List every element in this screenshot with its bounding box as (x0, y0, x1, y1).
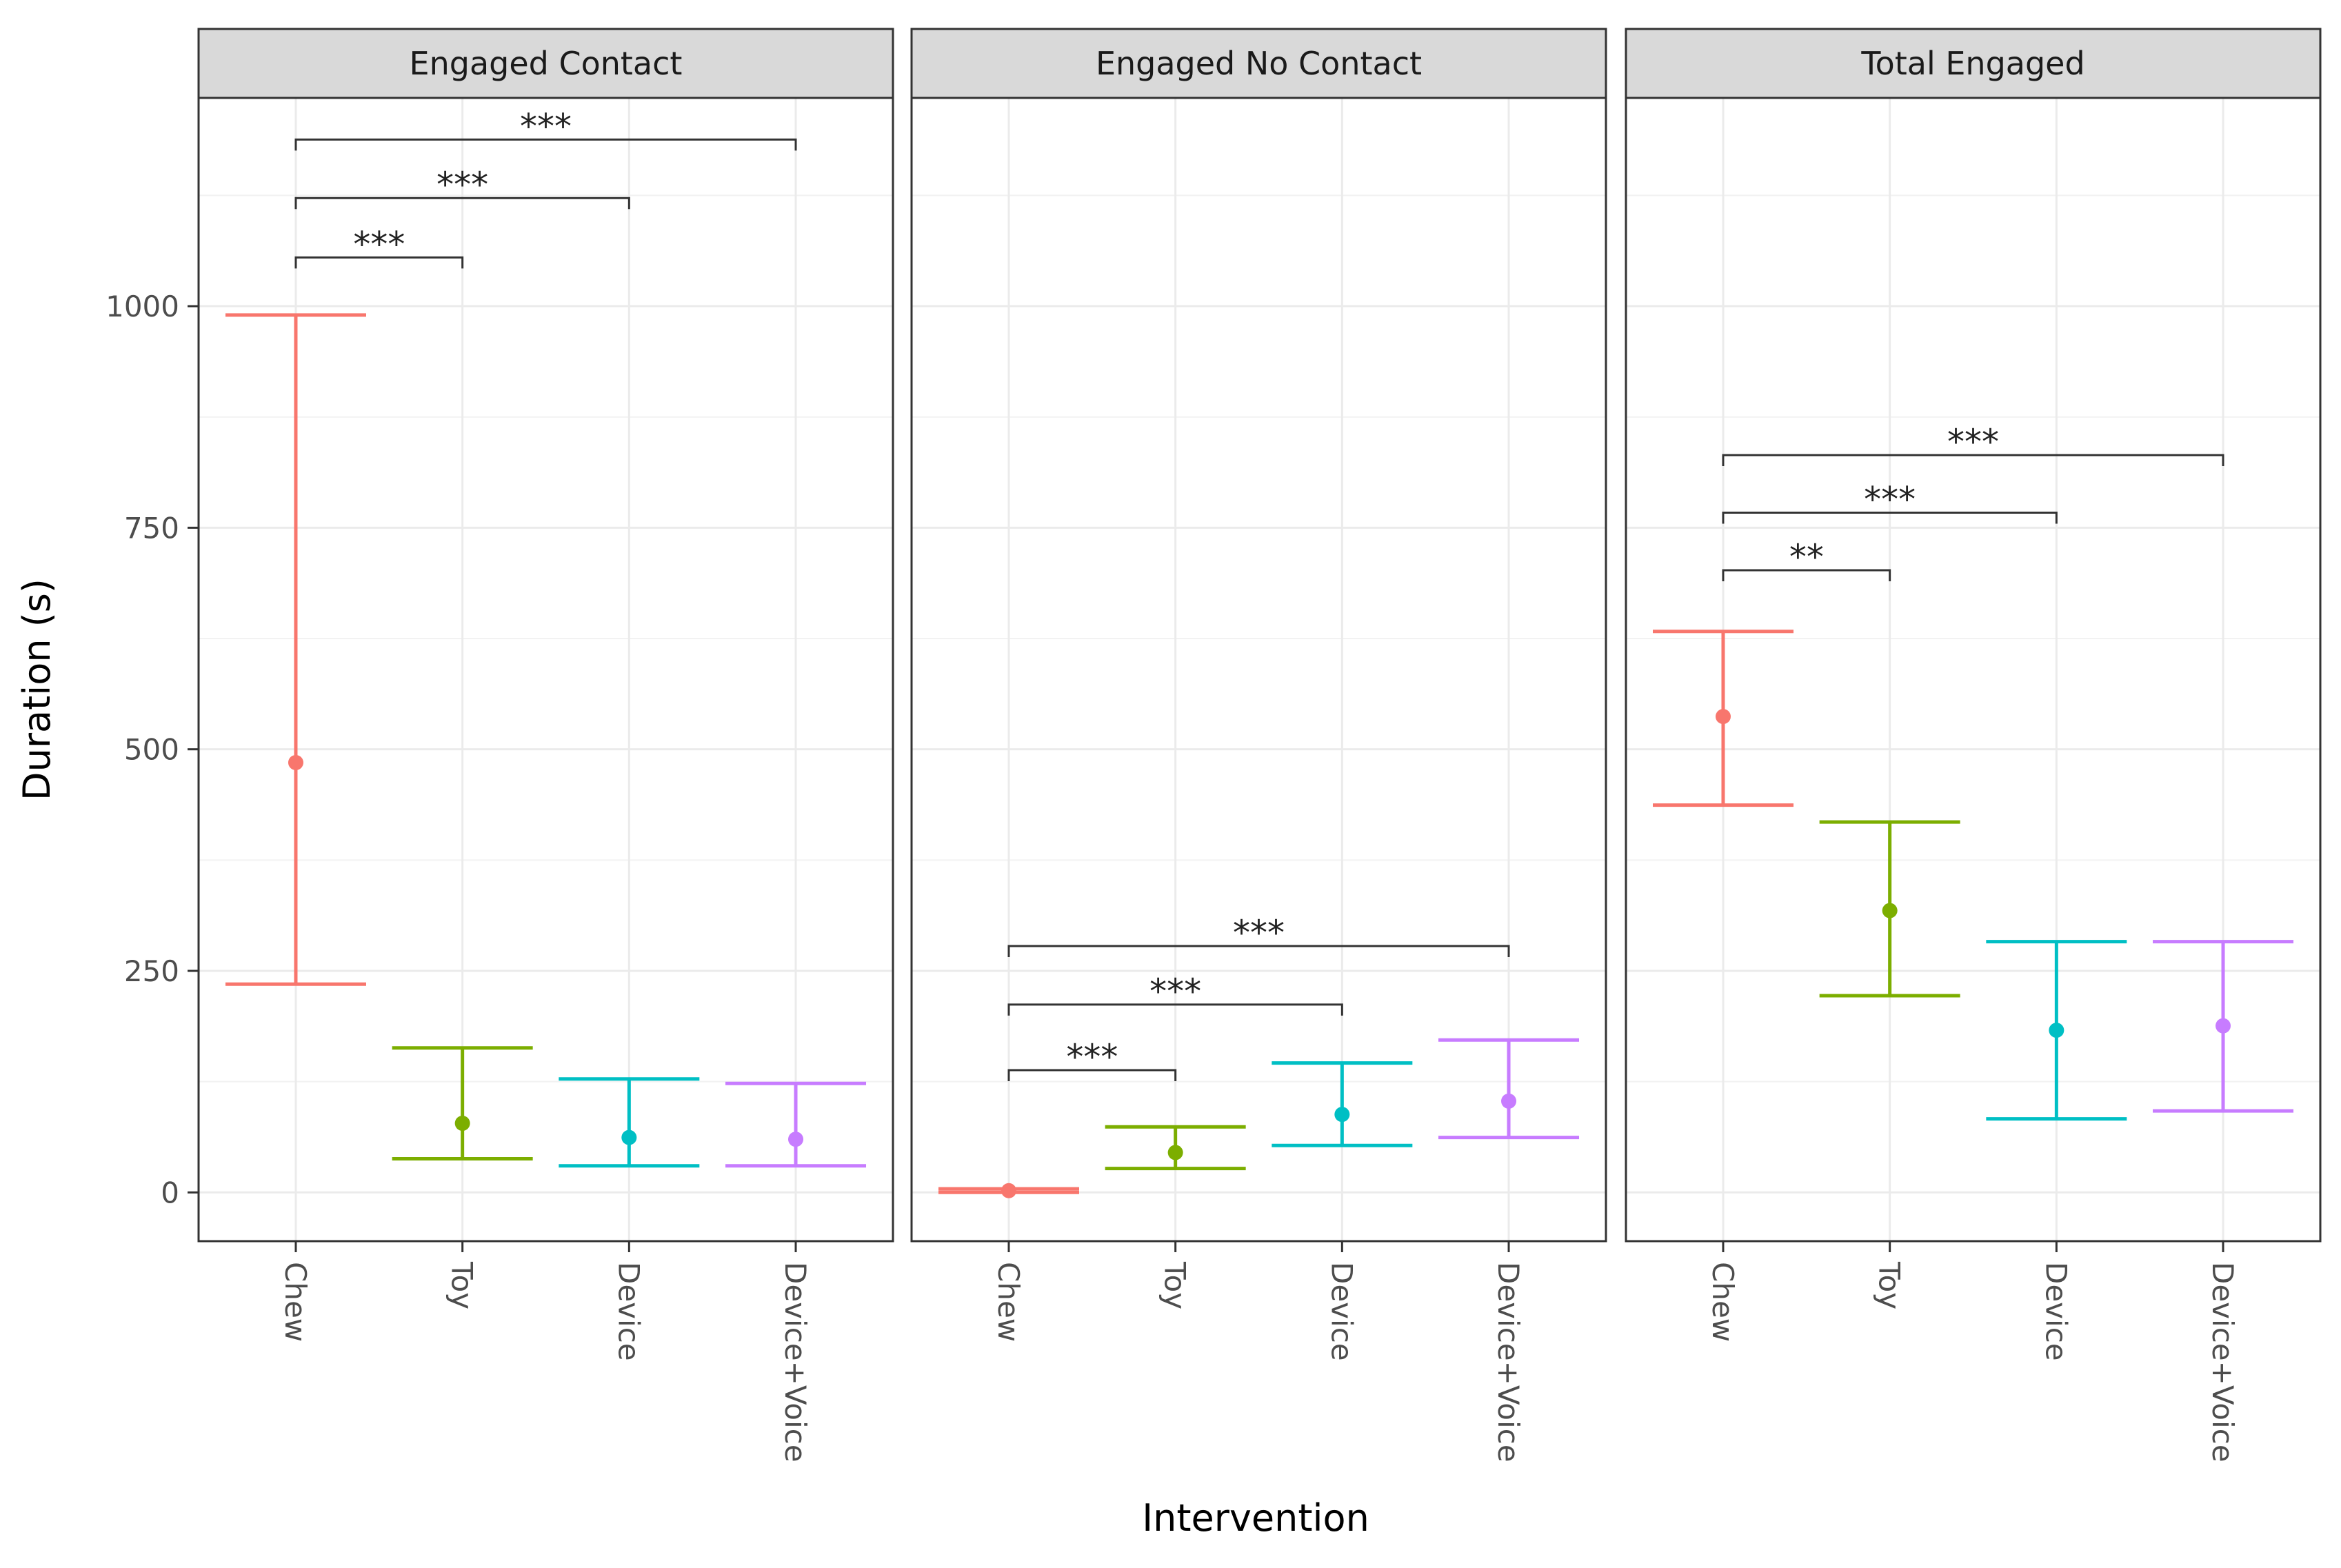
significance-bracket: *** (1007, 913, 1510, 957)
bracket-line (294, 138, 797, 151)
mean-point (1715, 709, 1731, 725)
x-tick-label: Chew (992, 1262, 1025, 1342)
errorbar-toy (1819, 820, 1960, 998)
significance-label: *** (1066, 1037, 1118, 1077)
x-tick-label: Chew (279, 1262, 312, 1342)
x-tick-label: Toy (1158, 1261, 1192, 1309)
mean-point (1501, 1093, 1517, 1109)
facet-strip-label: Engaged Contact (410, 45, 683, 82)
facet-strip (910, 28, 1607, 99)
significance-label: *** (1864, 480, 1916, 520)
errorbar-toy (392, 1046, 533, 1160)
x-axis-title: Intervention (1142, 1496, 1369, 1540)
bracket-line (1007, 1069, 1177, 1081)
facet-panel: Total Engaged********Chew Toy Device Device… (1625, 28, 2322, 1463)
significance-bracket: *** (1007, 1037, 1177, 1081)
significance-bracket: *** (294, 106, 797, 151)
significance-label: *** (520, 106, 572, 146)
facet-panel: Engaged Contact *** *** *** Chew Toy Device Dev… (197, 28, 894, 1463)
significance-bracket: *** (1722, 480, 2058, 524)
errorbar-toy (1105, 1125, 1246, 1171)
significance-label: *** (353, 224, 405, 264)
panel-background (199, 98, 893, 1241)
significance-label: ** (1789, 537, 1824, 577)
significance-bracket: *** (294, 224, 464, 269)
significance-label: *** (1233, 913, 1285, 953)
mean-point (288, 754, 303, 770)
facet-strip-label: Engaged No Contact (1096, 45, 1422, 82)
panel-background (1626, 98, 2320, 1241)
significance-label: *** (1947, 422, 1999, 462)
x-tick-label: Device+Voice (1491, 1262, 1525, 1463)
mean-point (2216, 1018, 2231, 1034)
facet-strip-label: Total Engaged (1860, 45, 2084, 82)
x-tick-label: Toy (1873, 1261, 1907, 1309)
panel-border (197, 97, 894, 1243)
x-tick-label: Device+Voice (778, 1262, 812, 1463)
panel-border (1625, 97, 2322, 1243)
mean-point (1882, 903, 1898, 918)
x-tick-label: Device+Voice (2206, 1262, 2240, 1463)
significance-label: *** (1149, 972, 1201, 1012)
y-tick-label: 0 (161, 1176, 179, 1209)
x-tick-label: Chew (1706, 1262, 1740, 1342)
errorbar-device-voice (1438, 1038, 1580, 1140)
bracket-line (1007, 1003, 1343, 1016)
mean-point (1334, 1107, 1350, 1123)
mean-point (621, 1129, 637, 1145)
x-tick-label: Device (2039, 1262, 2073, 1361)
bracket-line (1007, 945, 1510, 957)
facet-strip (197, 28, 894, 99)
bracket-line (294, 256, 464, 269)
facet-panel: Engaged No Contact *** *** *** Chew Toy Device… (910, 28, 1607, 1463)
y-axis: 0 250 500 750 1000 (106, 290, 199, 1209)
errorbar-device-voice (2153, 940, 2294, 1113)
mean-point (1167, 1145, 1183, 1160)
y-tick-label: 250 (124, 954, 179, 988)
facet-panels: Engaged Contact *** *** *** Chew Toy Device Dev… (197, 28, 2322, 1463)
mean-point (2049, 1023, 2064, 1038)
significance-label: *** (436, 165, 488, 205)
x-tick-label: Device (1325, 1262, 1358, 1361)
significance-bracket: ** (1722, 537, 1891, 582)
mean-point (788, 1132, 804, 1147)
x-tick-label: Device (612, 1262, 645, 1361)
errorbar-device-voice (725, 1081, 867, 1168)
errorbar-device (1986, 940, 2127, 1121)
bracket-line (1722, 512, 2058, 524)
mean-point (454, 1116, 470, 1132)
errorbar-chew (225, 313, 366, 986)
y-axis-title: Duration (s) (15, 579, 59, 801)
bracket-line (1722, 454, 2224, 466)
y-tick-label: 500 (124, 733, 179, 767)
errorbar-device (559, 1077, 700, 1168)
significance-bracket: *** (1722, 422, 2224, 466)
bracket-line (1722, 569, 1891, 582)
panel-border (910, 97, 1607, 1243)
errorbar-chew (1652, 630, 1794, 807)
mean-point (1001, 1183, 1016, 1198)
panel-background (912, 98, 1606, 1241)
significance-bracket: *** (294, 165, 630, 210)
significance-bracket: *** (1007, 972, 1343, 1016)
errorbar-chew (938, 1183, 1079, 1198)
y-tick-label: 750 (124, 511, 179, 545)
y-tick-label: 1000 (106, 290, 179, 323)
facet-strip (1625, 28, 2322, 99)
errorbar-device (1272, 1061, 1413, 1147)
bracket-line (294, 197, 630, 210)
x-tick-label: Toy (445, 1261, 479, 1309)
